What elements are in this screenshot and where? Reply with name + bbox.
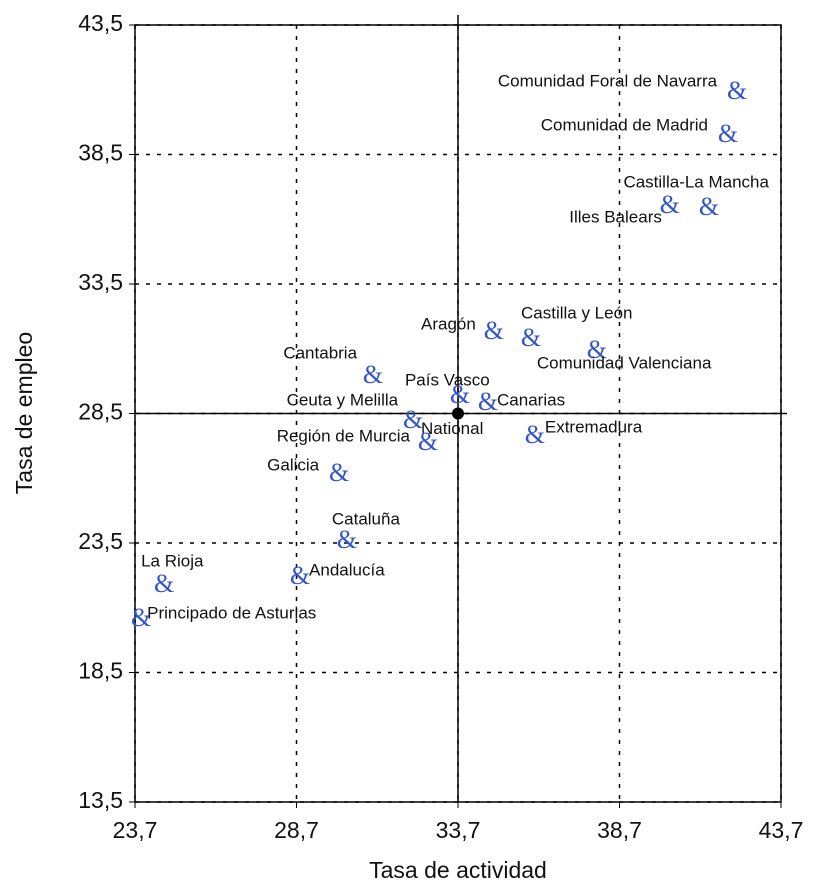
y-tick-label: 38,5 bbox=[78, 140, 123, 166]
point-label: Galicia bbox=[267, 455, 320, 474]
point-marker: & bbox=[403, 405, 423, 434]
point-label: Aragón bbox=[421, 314, 476, 333]
point-marker: & bbox=[329, 458, 349, 487]
y-tick-label: 13,5 bbox=[78, 787, 123, 813]
point-label: Principado de Asturias bbox=[147, 603, 316, 622]
x-tick-label: 23,7 bbox=[113, 817, 158, 843]
point-marker: & bbox=[699, 192, 719, 221]
reference-label: National bbox=[421, 419, 483, 438]
y-tick-label: 18,5 bbox=[78, 658, 123, 684]
point-label: Canarias bbox=[497, 390, 565, 409]
point-marker: & bbox=[131, 603, 151, 632]
point-marker: & bbox=[418, 427, 438, 456]
point-marker: & bbox=[660, 190, 680, 219]
point-marker: & bbox=[727, 76, 747, 105]
point-marker: & bbox=[478, 387, 498, 416]
point-label: Castilla y León bbox=[521, 303, 633, 322]
x-tick-label: 33,7 bbox=[436, 817, 481, 843]
point-label: Andalucía bbox=[309, 560, 385, 579]
point-label: Comunidad Foral de Navarra bbox=[498, 72, 718, 91]
point-marker: & bbox=[525, 420, 545, 449]
point-marker: & bbox=[718, 119, 738, 148]
point-label: Comunidad de Madrid bbox=[541, 116, 708, 135]
point-label: Cataluña bbox=[332, 509, 401, 528]
point-marker: & bbox=[521, 323, 541, 352]
point-marker: & bbox=[363, 360, 383, 389]
point-label: Castilla-La Mancha bbox=[623, 172, 769, 191]
point-marker: & bbox=[154, 569, 174, 598]
y-tick-label: 23,5 bbox=[78, 528, 123, 554]
y-tick-label: 33,5 bbox=[78, 269, 123, 295]
x-axis-title: Tasa de actividad bbox=[369, 857, 547, 883]
point-label: Illes Balears bbox=[569, 208, 662, 227]
x-tick-label: 38,7 bbox=[597, 817, 642, 843]
point-label: Región de Murcia bbox=[277, 427, 411, 446]
point-label: Extremadura bbox=[545, 418, 643, 437]
x-tick-label: 28,7 bbox=[274, 817, 319, 843]
reference-point bbox=[452, 407, 464, 420]
x-tick-label: 43,7 bbox=[759, 817, 804, 843]
point-marker: & bbox=[450, 380, 470, 409]
y-axis-title: Tasa de empleo bbox=[11, 332, 37, 494]
point-label: País Vasco bbox=[405, 370, 490, 389]
point-marker: & bbox=[587, 335, 607, 364]
point-label: Comunidad Valenciana bbox=[537, 354, 712, 373]
point-marker: & bbox=[484, 316, 504, 345]
point-label: La Rioja bbox=[141, 551, 204, 570]
y-tick-label: 28,5 bbox=[78, 399, 123, 425]
point-label: Ceuta y Melilla bbox=[287, 391, 399, 410]
point-label: Cantabria bbox=[283, 343, 357, 362]
point-marker: & bbox=[290, 561, 310, 590]
y-tick-label: 43,5 bbox=[78, 10, 123, 36]
point-marker: & bbox=[337, 525, 357, 554]
